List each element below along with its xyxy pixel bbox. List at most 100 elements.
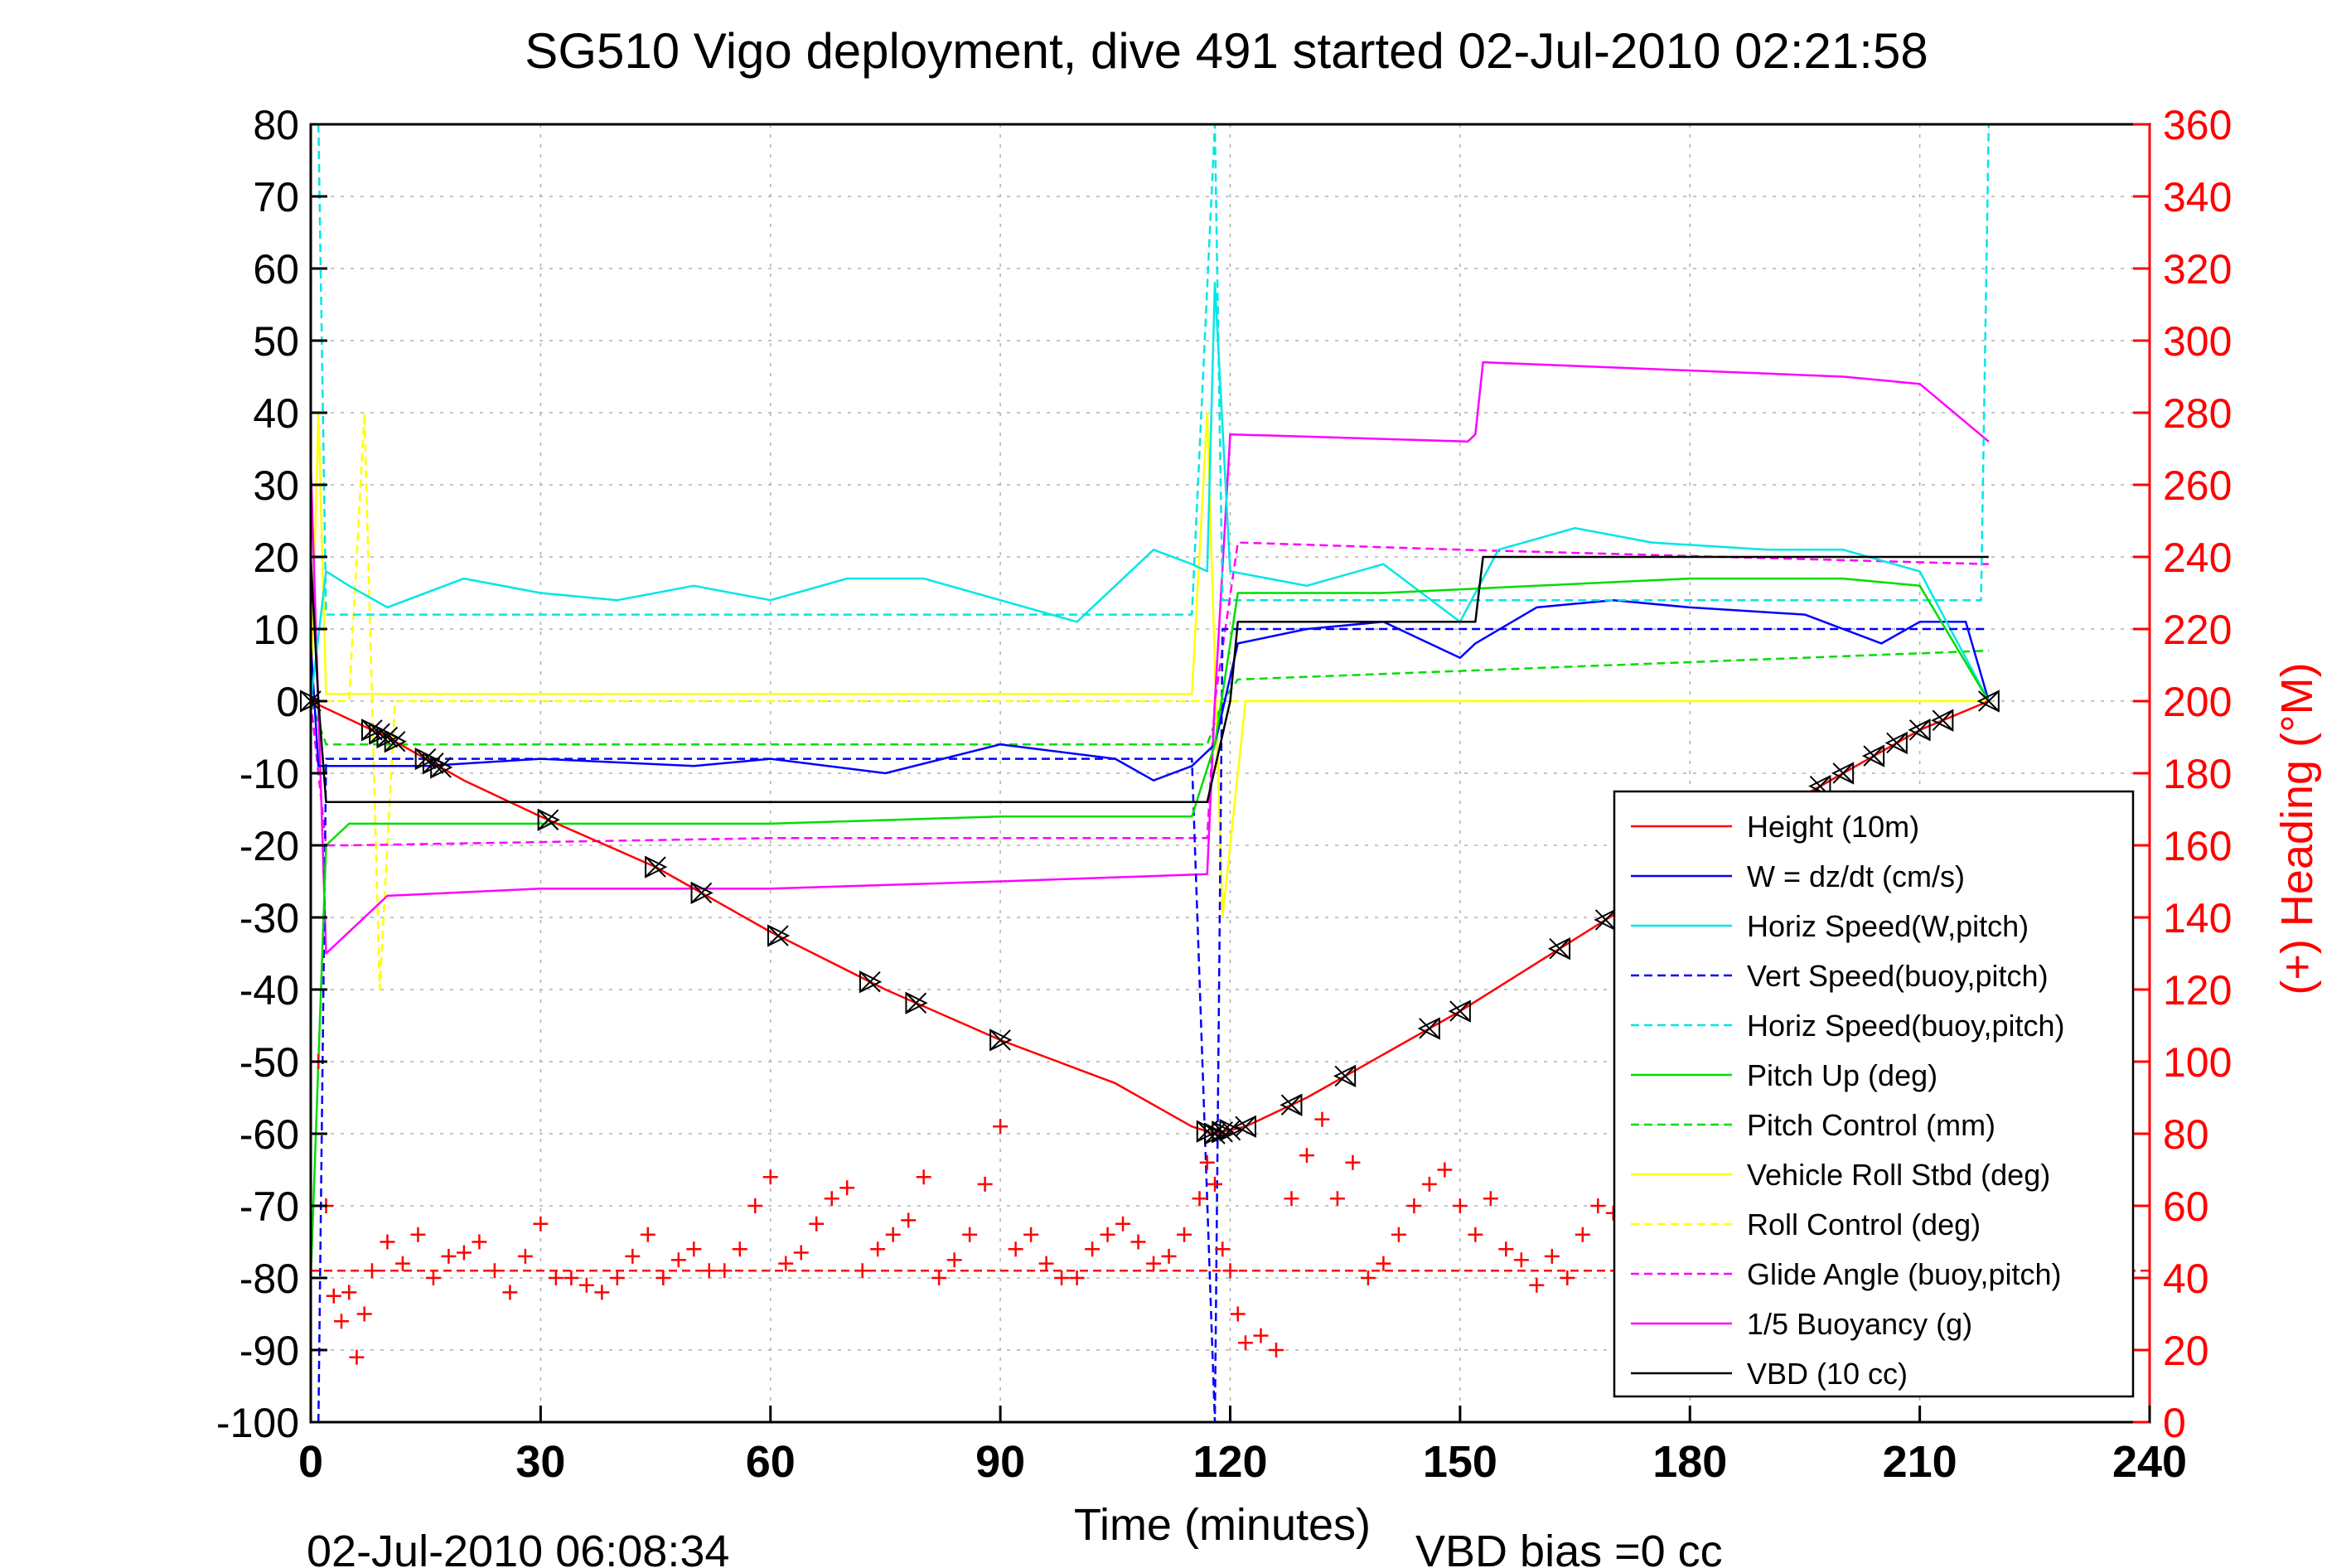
left-tick-label: 40 [253,390,299,437]
heading-point [640,1227,655,1242]
right-tick-label: 80 [2163,1111,2209,1158]
heading-point [533,1216,549,1232]
heading-point [655,1270,671,1285]
height-marker [1831,762,1855,785]
series-line [317,627,1989,1424]
right-tick-label: 240 [2163,535,2232,581]
left-tick-label: 70 [253,174,299,220]
legend-entry-label: Pitch Up (deg) [1747,1058,1937,1092]
x-tick-label: 150 [1423,1437,1497,1487]
series-line [309,541,1989,847]
heading-point [686,1241,702,1257]
heading-point [1437,1162,1453,1178]
height-marker [645,855,668,878]
legend-entry-label: Horiz Speed(W,pitch) [1747,909,2029,943]
heading-point [517,1248,533,1264]
right-tick-label: 100 [2163,1039,2232,1086]
series-line [309,598,1991,782]
heading-point [1468,1227,1483,1242]
heading-point [1360,1270,1376,1285]
heading-point [778,1256,794,1271]
heading-point [1192,1191,1207,1207]
heading-point [1544,1248,1560,1264]
heading-point [502,1285,518,1300]
height-marker [1976,690,2000,713]
height-marker [989,1028,1013,1052]
heading-point [732,1241,747,1257]
heading-point [1008,1241,1023,1257]
heading-point [356,1306,372,1322]
height-marker [1547,937,1571,961]
heading-point [394,1256,410,1271]
chart-title: SG510 Vigo deployment, dive 491 started … [525,23,1928,79]
heading-point [1483,1191,1498,1207]
heading-point [1253,1328,1269,1343]
right-tick-label: 220 [2163,607,2232,653]
heading-point [1513,1252,1529,1268]
heading-point [410,1227,426,1242]
heading-point [670,1252,686,1268]
right-tick-label: 200 [2163,679,2232,725]
heading-point [762,1169,778,1185]
heading-point [1215,1241,1231,1257]
legend-entry-label: Vehicle Roll Stbd (deg) [1747,1158,2050,1192]
x-tick-label: 180 [1652,1437,1727,1487]
legend-entry-label: W = dz/dt (cm/s) [1747,859,1965,893]
heading-point [1177,1227,1192,1242]
heading-point [839,1180,855,1196]
left-tick-label: -10 [239,751,299,797]
heading-point [1085,1241,1101,1257]
heading-point [364,1263,380,1279]
height-marker [384,730,407,753]
height-marker [1931,709,1954,732]
heading-point [1406,1198,1422,1213]
height-marker [430,756,453,779]
heading-point [1329,1191,1345,1207]
left-tick-label: -70 [239,1183,299,1230]
heading-point [1230,1306,1246,1322]
legend-entry-label: VBD (10 cc) [1747,1357,1908,1391]
heading-point [717,1263,733,1279]
right-tick-label: 60 [2163,1183,2209,1230]
right-tick-label: 20 [2163,1328,2209,1374]
heading-point [747,1198,763,1213]
footer-vbd-bias: VBD bias =0 cc [1415,1527,1723,1568]
left-tick-label: -100 [216,1400,299,1446]
heading-point [594,1285,610,1300]
left-tick-label: -30 [239,895,299,941]
footer-timestamp: 02-Jul-2010 06:08:34 [307,1527,729,1568]
heading-point [486,1263,502,1279]
height-marker [1861,744,1885,767]
right-tick-label: 260 [2163,462,2232,509]
right-tick-label: 360 [2163,102,2232,148]
heading-point [548,1270,564,1285]
heading-point [885,1227,901,1242]
heading-point [333,1314,349,1329]
heading-point [1452,1198,1468,1213]
heading-point [824,1191,839,1207]
left-tick-label: 30 [253,462,299,509]
left-tick-label: -80 [239,1256,299,1302]
heading-point [456,1245,472,1261]
right-axis-ticks: 3603403203002802602402202001801601401201… [2133,102,2232,1446]
heading-point [1237,1335,1253,1351]
heading-point [916,1169,931,1185]
heading-point [1590,1198,1606,1213]
right-tick-label: 280 [2163,390,2232,437]
right-tick-label: 0 [2163,1400,2186,1446]
heading-point [341,1285,357,1300]
heading-point [1222,1263,1238,1279]
x-axis-ticks: 0 30 60 90 120 150 180 210 240 [298,1406,2187,1487]
heading-point [1038,1256,1054,1271]
legend-entry-label: Vert Speed(buoy,pitch) [1747,959,2049,993]
heading-point [326,1288,341,1304]
heading-point [1345,1154,1361,1170]
series-line [309,555,1989,804]
heading-point [854,1263,870,1279]
right-tick-label: 300 [2163,318,2232,365]
series-line [309,361,1990,955]
height-marker [905,991,928,1014]
heading-point [1391,1227,1406,1242]
heading-point [931,1270,947,1285]
